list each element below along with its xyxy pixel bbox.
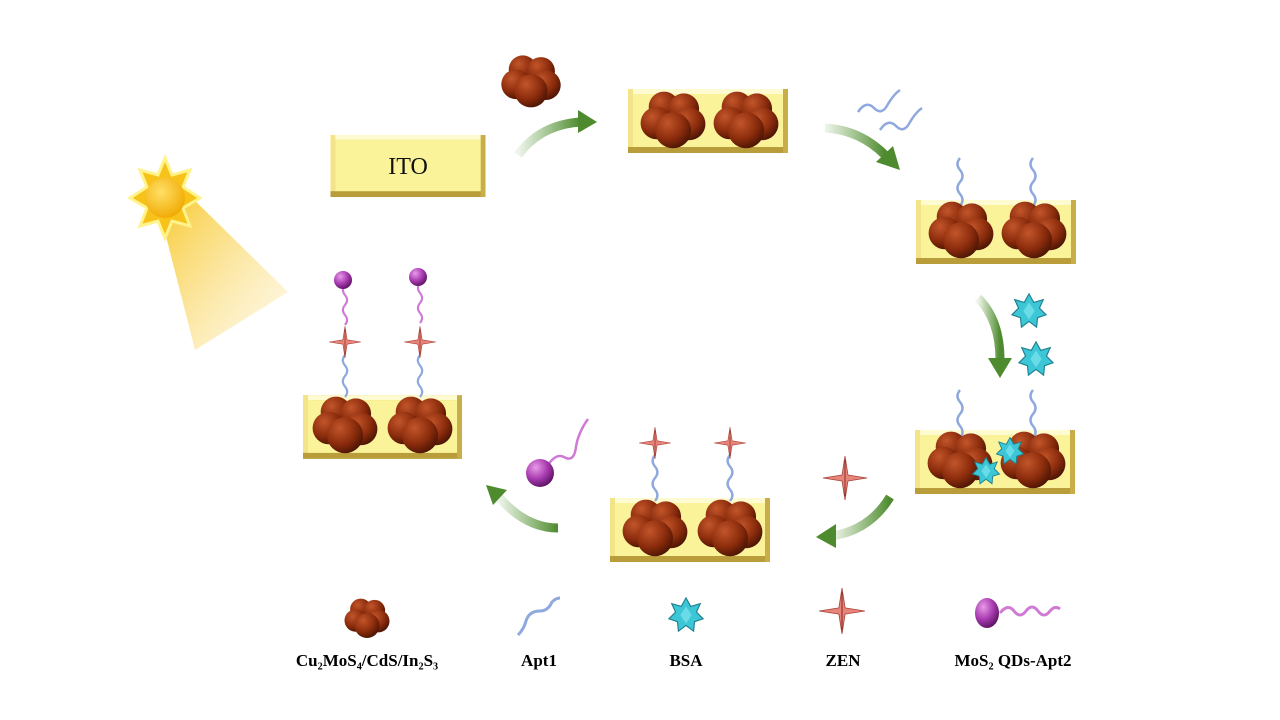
svg-text:Apt1: Apt1 — [521, 651, 557, 670]
electrode-sandwich-complex — [303, 268, 462, 459]
arrow-icon — [831, 494, 894, 541]
arrowhead-icon — [876, 146, 900, 170]
ito-label: ITO — [388, 154, 428, 180]
mos2-qd-aptamer-icon — [975, 598, 1061, 628]
arrowhead-icon — [988, 358, 1012, 378]
bsa-reagent-icon — [1018, 341, 1054, 376]
svg-text:ZEN: ZEN — [826, 651, 862, 670]
light-source — [127, 154, 288, 350]
zen-reagent-icon — [822, 455, 868, 501]
nanocluster-reagent-icon — [501, 55, 561, 108]
ito-electrode: ITO — [330, 135, 486, 197]
electrode-cluster-modified — [628, 89, 788, 153]
legend-item-bsa: BSA — [668, 597, 704, 670]
sun-icon — [127, 154, 203, 242]
electrode-bsa-blocked — [915, 388, 1075, 494]
arrowhead-icon — [578, 110, 597, 133]
arrow-icon — [974, 294, 1005, 361]
legend-item-apt1: Apt1 — [516, 596, 561, 670]
legend-item-mos2-qds-apt2: MoS₂ QDs-Apt2 — [954, 598, 1072, 670]
svg-text:BSA: BSA — [669, 651, 703, 670]
legend: Cu₂MoS₄/CdS/In₂S₃ Apt1 BSA ZEN MoS₂ QDs-… — [296, 587, 1072, 670]
arrow-icon — [494, 493, 559, 533]
mos2-qd-apt2-reagent-icon — [526, 418, 590, 487]
bsa-reagent-icon — [1011, 293, 1047, 328]
legend-item-zen: ZEN — [818, 587, 866, 670]
bsa-star-icon — [668, 597, 704, 632]
legend-item-nanocluster: Cu₂MoS₄/CdS/In₂S₃ — [296, 598, 438, 670]
arrowhead-icon — [816, 524, 836, 548]
nanocluster-icon — [344, 598, 390, 638]
zen-star-icon — [818, 587, 866, 635]
aptamer-icon — [516, 596, 561, 637]
electrode-apt1-modified — [916, 156, 1076, 264]
aptamer-reagent-icon — [856, 88, 923, 131]
arrow-icon — [514, 117, 581, 158]
arrow-icon — [824, 123, 889, 159]
svg-text:MoS₂ QDs-Apt2: MoS₂ QDs-Apt2 — [954, 651, 1071, 670]
light-beam — [158, 188, 288, 350]
electrode-zen-captured — [610, 426, 770, 562]
arrowhead-icon — [486, 485, 507, 505]
svg-text:Cu₂MoS₄/CdS/In₂S₃: Cu₂MoS₄/CdS/In₂S₃ — [296, 651, 438, 670]
